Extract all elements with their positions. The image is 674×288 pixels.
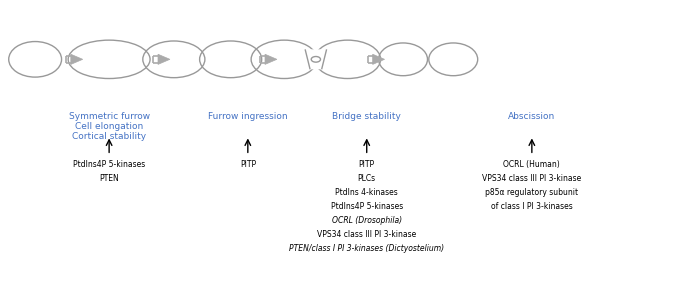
- Text: Bridge stability: Bridge stability: [332, 111, 401, 121]
- Text: p85α regulatory subunit: p85α regulatory subunit: [485, 188, 578, 197]
- Polygon shape: [158, 54, 170, 65]
- Text: Abscission: Abscission: [508, 111, 555, 121]
- Polygon shape: [71, 54, 83, 65]
- Polygon shape: [265, 54, 277, 65]
- Text: PITP: PITP: [359, 160, 375, 168]
- Polygon shape: [305, 50, 326, 69]
- Text: PtdIns 4-kinases: PtdIns 4-kinases: [336, 188, 398, 197]
- Text: PtdIns4P 5-kinases: PtdIns4P 5-kinases: [331, 202, 403, 211]
- Text: PLCs: PLCs: [358, 174, 376, 183]
- Text: Symmetric furrow
Cell elongation
Cortical stability: Symmetric furrow Cell elongation Cortica…: [69, 111, 150, 141]
- Text: VPS34 class III PI 3-kinase: VPS34 class III PI 3-kinase: [482, 174, 582, 183]
- Text: PITP: PITP: [240, 160, 256, 168]
- Text: of class I PI 3-kinases: of class I PI 3-kinases: [491, 202, 573, 211]
- Text: VPS34 class III PI 3-kinase: VPS34 class III PI 3-kinase: [317, 230, 417, 239]
- Text: PTEN: PTEN: [99, 174, 119, 183]
- Text: OCRL (Human): OCRL (Human): [503, 160, 560, 168]
- Text: OCRL (Drosophila): OCRL (Drosophila): [332, 216, 402, 225]
- Text: PtdIns4P 5-kinases: PtdIns4P 5-kinases: [73, 160, 145, 168]
- Polygon shape: [373, 54, 385, 65]
- Text: Furrow ingression: Furrow ingression: [208, 111, 288, 121]
- Text: PTEN/class I PI 3-kinases (Dictyostelium): PTEN/class I PI 3-kinases (Dictyostelium…: [289, 244, 444, 253]
